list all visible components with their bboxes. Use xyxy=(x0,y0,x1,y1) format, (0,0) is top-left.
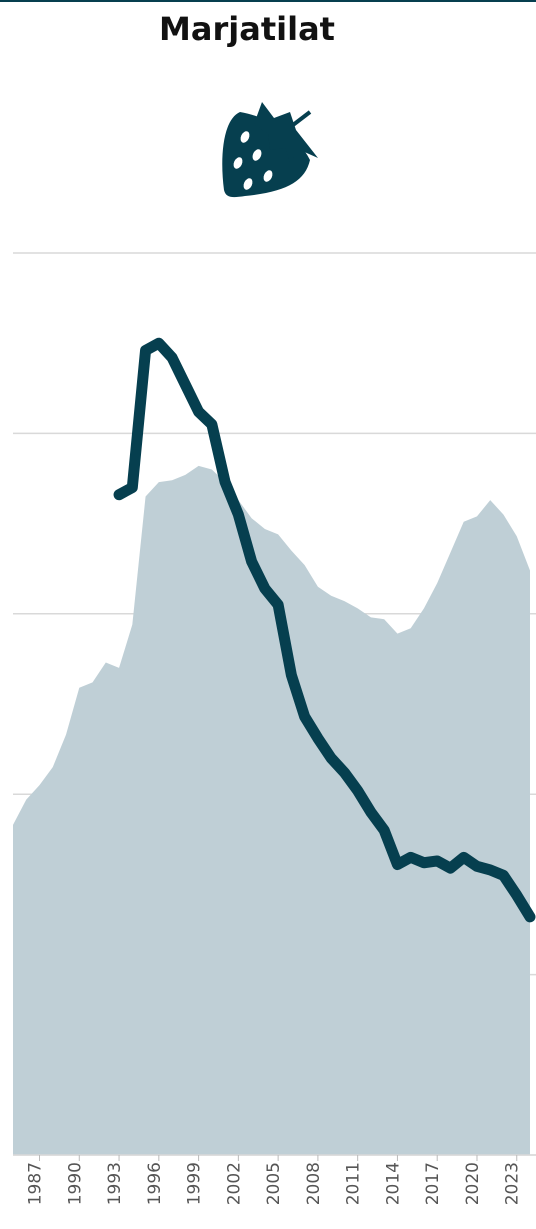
x-tick-label: 2014 xyxy=(383,1162,403,1205)
x-tick-label: 1996 xyxy=(145,1162,165,1205)
strawberry-icon xyxy=(222,102,318,198)
x-tick-label: 2017 xyxy=(423,1162,443,1205)
top-border xyxy=(0,0,536,2)
x-tick-label: 2008 xyxy=(304,1162,324,1205)
x-tick-label: 1990 xyxy=(65,1162,85,1205)
x-tick-label: 2020 xyxy=(463,1162,483,1205)
x-tick-label: 1999 xyxy=(185,1162,205,1205)
chart-title: Marjatilat xyxy=(159,10,335,48)
x-tick-label: 2011 xyxy=(344,1162,364,1205)
x-tick-label: 1987 xyxy=(26,1162,46,1205)
area xyxy=(13,465,530,1155)
line xyxy=(113,337,536,923)
x-tick-label: 2023 xyxy=(503,1162,523,1205)
x-tick-label: 2002 xyxy=(224,1162,244,1205)
x-tick-label: 1993 xyxy=(105,1162,125,1205)
x-tick-label: 2005 xyxy=(264,1162,284,1205)
